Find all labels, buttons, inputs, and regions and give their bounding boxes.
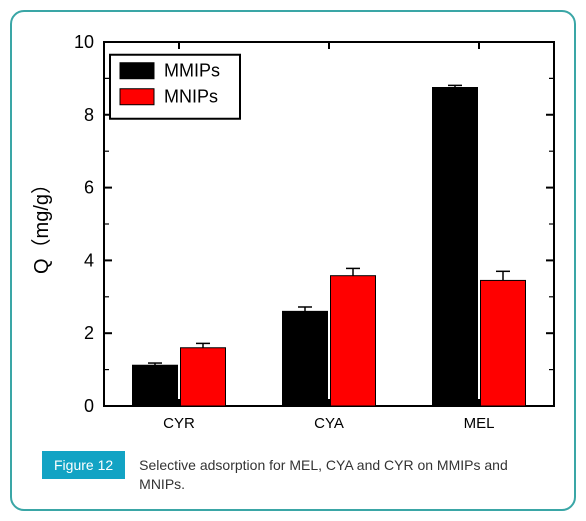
y-axis-label: Q（mg/g）	[30, 174, 53, 274]
ytick-label: 0	[84, 396, 94, 416]
ytick-label: 2	[84, 323, 94, 343]
figure-caption: Figure 12 Selective adsorption for MEL, …	[42, 451, 544, 494]
bar-mmips	[283, 311, 328, 406]
legend-label: MMIPs	[164, 61, 220, 81]
bar-chart-svg: 0 2 4 6 8 10 Q（mg/g） CYR CYA MEL MMIPs MNIPs	[26, 24, 564, 449]
bar-mmips	[133, 365, 178, 406]
ytick-label: 8	[84, 105, 94, 125]
legend-label: MNIPs	[164, 87, 218, 107]
chart-plot: 0 2 4 6 8 10 Q（mg/g） CYR CYA MEL MMIPs MNIPs	[26, 24, 564, 449]
bar-mnips	[181, 348, 226, 406]
category-label: CYA	[314, 415, 344, 432]
ytick-label: 6	[84, 178, 94, 198]
figure-number-badge: Figure 12	[42, 451, 125, 479]
ytick-label: 4	[84, 250, 94, 270]
legend-swatch	[120, 89, 154, 105]
figure-frame: 0 2 4 6 8 10 Q（mg/g） CYR CYA MEL MMIPs MNIPs Figure…	[10, 10, 576, 511]
figure-caption-text: Selective adsorption for MEL, CYA and CY…	[139, 451, 544, 494]
category-label: MEL	[464, 415, 495, 432]
bar-mnips	[331, 276, 376, 406]
category-label: CYR	[163, 415, 195, 432]
bar-mnips	[481, 280, 526, 406]
legend-swatch	[120, 63, 154, 79]
ytick-label: 10	[74, 32, 94, 52]
bar-mmips	[433, 88, 478, 407]
